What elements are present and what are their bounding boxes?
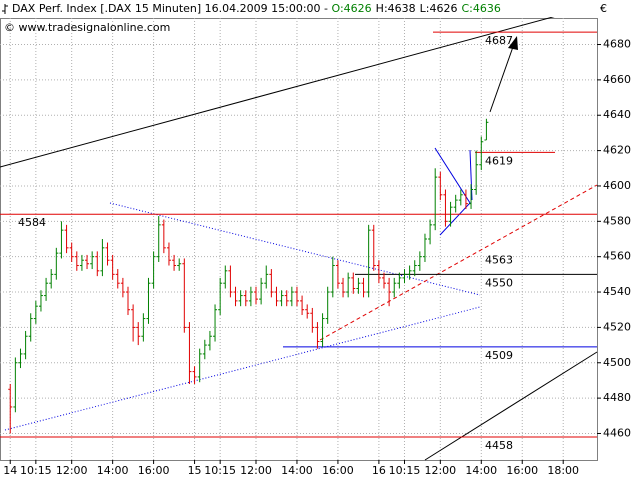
x-tick-label: 16:00 — [506, 464, 538, 477]
x-tick-label: 14 — [3, 464, 17, 477]
x-tick-label: 16:00 — [138, 464, 170, 477]
triangle-upper — [109, 202, 481, 296]
x-tick-label: 10:15 — [204, 464, 236, 477]
y-tick-label: 4520 — [603, 320, 631, 333]
y-tick-label: 4660 — [603, 73, 631, 86]
level-label: 4619 — [485, 154, 513, 167]
x-tick-label: 16 — [372, 464, 386, 477]
levels: 4687 4619 4584 4563 4550 4509 4458 — [0, 31, 597, 452]
y-tick-label: 4560 — [603, 250, 631, 263]
level-label: 4550 — [485, 276, 513, 289]
ohlc-icon — [2, 4, 8, 14]
y-tick-label: 4580 — [603, 214, 631, 227]
header-close: C:4636 — [462, 2, 501, 15]
plot-frame — [0, 18, 598, 461]
level-label: 4563 — [485, 253, 513, 266]
y-tick-label: 4500 — [603, 356, 631, 369]
y-tick-label: 4620 — [603, 144, 631, 157]
header-low: L:4626 — [420, 2, 458, 15]
arrow-head — [508, 36, 518, 50]
level-label: 4509 — [485, 349, 513, 362]
bars — [8, 118, 489, 434]
header-high: H:4638 — [376, 2, 416, 15]
y-tick-label: 4600 — [603, 179, 631, 192]
arrow-shaft — [489, 43, 515, 113]
y-tick-label: 4480 — [603, 391, 631, 404]
x-tick-label: 12:00 — [424, 464, 456, 477]
x-tick-label: 10:15 — [389, 464, 421, 477]
y-tick-label: 4680 — [603, 38, 631, 51]
x-tick-label: 15 — [188, 464, 202, 477]
level-label: 4687 — [485, 34, 513, 47]
pennant-right — [469, 149, 473, 201]
pennant-left — [434, 147, 471, 236]
triangle-lower — [4, 306, 481, 431]
y-tick-label: 4540 — [603, 285, 631, 298]
channel-lower — [424, 351, 598, 461]
x-tick-label: 14:00 — [465, 464, 497, 477]
x-tick-label: 18:00 — [547, 464, 579, 477]
x-tick-label: 10:15 — [20, 464, 52, 477]
watermark: © www.tradesignalonline.com — [4, 21, 170, 34]
y-tick-label: 4460 — [603, 426, 631, 439]
grid — [0, 18, 597, 460]
header-title: DAX Perf. Index [.DAX 15 Minuten] 16.04.… — [12, 2, 332, 15]
header-bg — [0, 0, 640, 17]
trend-dashed — [319, 184, 598, 341]
currency: € — [600, 2, 607, 15]
x-tick-label: 12:00 — [56, 464, 88, 477]
header-open: O:4626 — [332, 2, 372, 15]
x-tick-label: 14:00 — [97, 464, 129, 477]
header: DAX Perf. Index [.DAX 15 Minuten] 16.04.… — [12, 2, 501, 15]
x-tick-label: 16:00 — [322, 464, 354, 477]
level-label: 4458 — [485, 439, 513, 452]
y-tick-label: 4640 — [603, 108, 631, 121]
level-label: 4584 — [18, 216, 46, 229]
x-tick-label: 14:00 — [281, 464, 313, 477]
x-tick-label: 12:00 — [240, 464, 272, 477]
